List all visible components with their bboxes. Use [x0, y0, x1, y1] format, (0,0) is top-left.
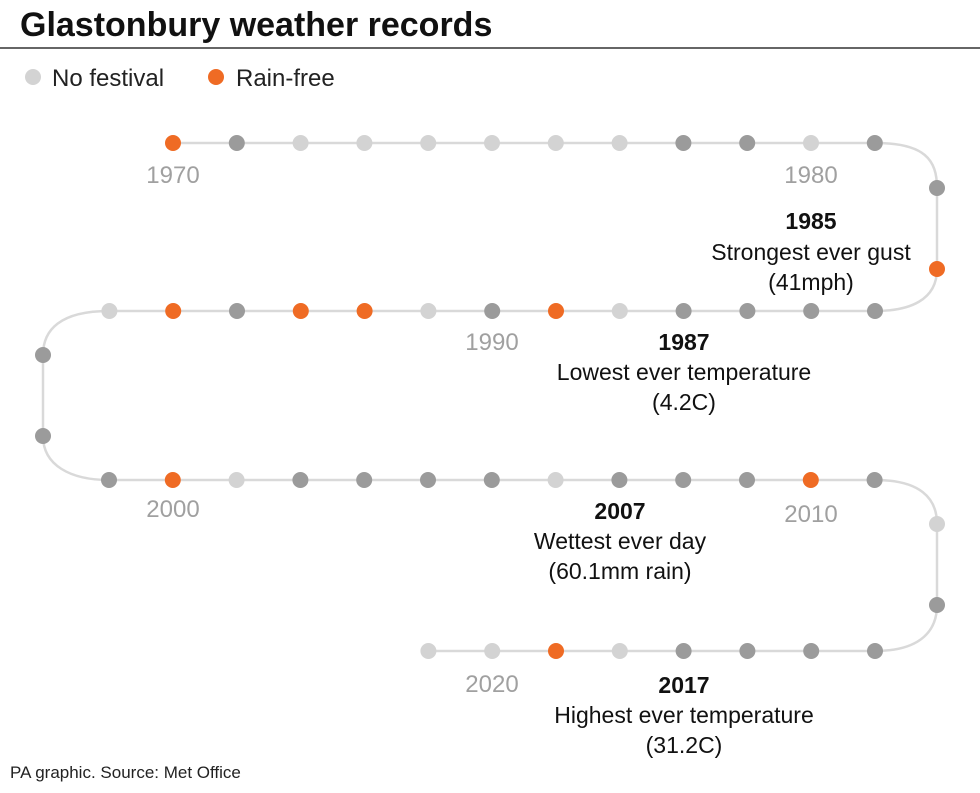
- year-dot-1991: [420, 303, 437, 319]
- year-dot-2012: [929, 516, 945, 532]
- year-dot-1979: [739, 135, 756, 151]
- year-dot-2003: [356, 472, 373, 488]
- annotation-2017: 2017 Highest ever temperature (31.2C): [554, 672, 814, 758]
- year-dot-2004: [420, 472, 436, 488]
- year-dot-1977: [611, 135, 628, 151]
- decade-label: 1980: [784, 162, 837, 189]
- decade-labels: 1970 1980 1990 2000 2010 2020: [146, 162, 837, 698]
- year-dot-1997: [35, 347, 51, 363]
- year-dot-2013: [929, 597, 945, 613]
- year-dot-2009: [739, 472, 755, 488]
- annotation-1987: 1987 Lowest ever temperature (4.2C): [557, 329, 811, 415]
- year-dot-1995: [165, 303, 182, 319]
- year-dot-1986: [739, 303, 756, 319]
- year-dot-2019: [548, 643, 564, 659]
- year-dot-2005: [483, 472, 500, 488]
- year-dot-2017: [675, 643, 692, 659]
- year-dot-2015: [803, 643, 820, 659]
- title: Glastonbury weather records: [20, 6, 492, 44]
- year-dot-1984: [867, 303, 883, 319]
- year-dot-2001: [228, 472, 245, 488]
- year-dot-2008: [675, 472, 692, 488]
- annotation-year: 2007: [594, 498, 645, 524]
- year-dots: [35, 135, 945, 659]
- decade-label: 2000: [146, 496, 199, 523]
- timeline-path: [41, 141, 939, 653]
- annotation-2007: 2007 Wettest ever day (60.1mm rain): [534, 498, 707, 584]
- year-dot-2002: [292, 472, 309, 488]
- year-dot-1994: [229, 303, 245, 319]
- year-dot-1999: [101, 472, 117, 488]
- annotation-value: (41mph): [768, 269, 854, 295]
- legend-label-rain-free: Rain-free: [236, 65, 335, 92]
- year-dot-2007: [611, 472, 628, 488]
- year-dot-1982: [929, 180, 945, 196]
- legend-swatch-rain-free: [208, 69, 224, 85]
- year-dot-2011: [866, 472, 883, 488]
- decade-label: 2020: [465, 671, 518, 698]
- year-dot-1996: [101, 303, 118, 319]
- year-dot-1970: [165, 135, 181, 151]
- legend: No festival Rain-free: [25, 65, 335, 92]
- year-dot-2000: [164, 472, 181, 488]
- year-dot-2020: [484, 643, 501, 659]
- year-dot-1993: [292, 303, 309, 319]
- decade-label: 1990: [465, 329, 518, 356]
- year-dot-1998: [35, 428, 51, 444]
- year-dot-1981: [866, 135, 883, 151]
- year-dot-2006: [547, 472, 564, 488]
- year-dot-1988: [611, 303, 628, 319]
- annotation-text: Lowest ever temperature: [557, 359, 811, 385]
- year-dot-2010: [802, 472, 819, 488]
- annotation-1985: 1985 Strongest ever gust (41mph): [711, 208, 911, 295]
- annotation-value: (31.2C): [646, 732, 723, 758]
- year-dot-1989: [548, 303, 564, 319]
- annotation-value: (4.2C): [652, 389, 716, 415]
- year-dot-1992: [356, 303, 373, 319]
- annotation-year: 2017: [658, 672, 709, 698]
- year-dot-1973: [356, 135, 373, 151]
- decade-label: 2010: [784, 501, 837, 528]
- year-dot-1990: [484, 303, 501, 319]
- annotation-year: 1987: [658, 329, 709, 355]
- year-dot-1985: [803, 303, 820, 319]
- year-dot-1974: [420, 135, 437, 151]
- year-dot-1983: [929, 261, 945, 277]
- source-footer: PA graphic. Source: Met Office: [10, 763, 241, 782]
- annotation-text: Wettest ever day: [534, 528, 707, 554]
- year-dot-1971: [228, 135, 245, 151]
- year-dot-1978: [675, 135, 692, 151]
- year-dot-1975: [484, 135, 500, 151]
- year-dot-2016: [739, 643, 756, 659]
- year-dot-2021: [420, 643, 437, 659]
- year-dot-2014: [867, 643, 883, 659]
- annotation-text: Strongest ever gust: [711, 239, 911, 265]
- year-dot-1972: [292, 135, 309, 151]
- decade-label: 1970: [146, 162, 199, 189]
- year-dot-1976: [547, 135, 564, 151]
- legend-swatch-no-festival: [25, 69, 41, 85]
- year-dot-1987: [675, 303, 692, 319]
- annotation-year: 1985: [785, 208, 836, 234]
- year-dot-2018: [611, 643, 628, 659]
- annotation-value: (60.1mm rain): [548, 558, 691, 584]
- annotation-text: Highest ever temperature: [554, 702, 814, 728]
- legend-label-no-festival: No festival: [52, 65, 164, 92]
- year-dot-1980: [803, 135, 819, 151]
